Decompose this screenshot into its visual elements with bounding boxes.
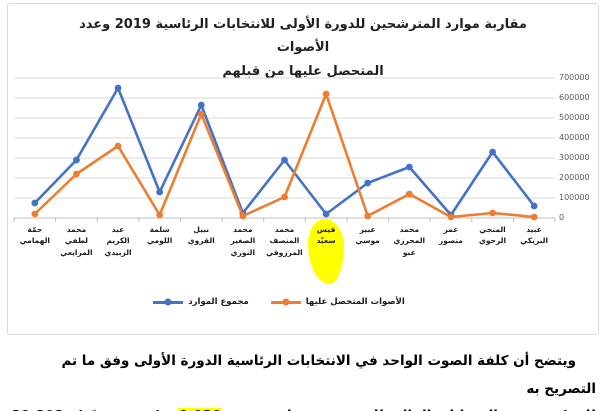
y-axis-label: 0 xyxy=(559,213,565,222)
data-point xyxy=(239,212,247,220)
legend-item-votes: الأصوات المتحصل عليها xyxy=(270,297,405,307)
data-point xyxy=(281,156,288,164)
data-point xyxy=(405,190,413,198)
y-axis-label: 500000 xyxy=(559,113,590,122)
data-point xyxy=(364,179,372,187)
data-point xyxy=(489,148,496,156)
y-axis-label: 100000 xyxy=(559,193,590,202)
y-axis-label: 600000 xyxy=(559,93,590,102)
legend-label-votes: الأصوات المتحصل عليها xyxy=(305,297,405,307)
y-axis: 0 100000 200000 300000 400000 500000 600000 700… xyxy=(8,4,598,334)
data-point xyxy=(31,199,39,207)
x-axis-label: عبيد البريكي xyxy=(520,225,549,246)
y-axis-label: 200000 xyxy=(559,173,590,182)
x-axis-label: عمر منصور xyxy=(438,225,463,246)
x-axis-label: محمد المنصف المرزوقي xyxy=(266,225,303,257)
data-point xyxy=(405,163,413,171)
legend-label-resources: مجموع الموارد xyxy=(188,297,249,307)
data-point xyxy=(156,188,164,196)
data-point xyxy=(73,156,80,164)
x-axis-label: عبير موسي xyxy=(355,225,380,246)
caption: ويتضح أن كلفة الصوت الواحد في الانتخابات… xyxy=(8,348,596,411)
caption-line-2-before: للمحكمة ضمن الحسابات المالية للمترشحين ت… xyxy=(222,408,596,411)
data-point xyxy=(489,209,496,217)
x-axis-label: حمّة الهمامي xyxy=(19,225,51,246)
x-axis-label: عبد الكريم الزبيدي xyxy=(104,225,132,257)
data-point xyxy=(114,142,122,150)
data-point xyxy=(197,110,205,118)
data-point xyxy=(322,90,330,98)
x-axis: حمّة الهمامي محمد لطفي المرايعي عبد الكريم… xyxy=(14,219,555,294)
data-point xyxy=(73,170,80,178)
data-point xyxy=(281,193,288,201)
y-axis-label: 300000 xyxy=(559,153,590,162)
x-axis-label: محمد المحرزي عبو xyxy=(393,225,426,257)
x-axis-label: سلمة اللومي xyxy=(146,225,173,246)
data-point xyxy=(530,202,538,210)
chart-title: مقاربة موارد المترشحين للدورة الأولى للا… xyxy=(58,13,548,83)
highlighted-candidate-label: قيس سعيّد xyxy=(305,219,347,294)
plot-area xyxy=(13,77,556,222)
data-point xyxy=(156,211,164,219)
y-axis-label: 700000 xyxy=(559,73,590,82)
data-point xyxy=(530,213,538,221)
data-point xyxy=(114,84,122,92)
line-marker-icon xyxy=(270,298,301,306)
x-axis-label: نبيل القروي xyxy=(187,225,215,246)
y-axis-label: 400000 xyxy=(559,133,590,142)
caption-line-1: ويتضح أن كلفة الصوت الواحد في الانتخابات… xyxy=(61,353,596,397)
caption-line-2: للمحكمة ضمن الحسابات المالية للمترشحين ت… xyxy=(8,403,596,411)
data-point xyxy=(447,213,455,221)
chart-title-line-1: مقاربة موارد المترشحين للدورة الأولى للا… xyxy=(79,17,527,56)
line-marker-icon xyxy=(153,298,184,306)
data-point xyxy=(322,210,330,218)
x-axis-label: المنجي الرحوي xyxy=(478,225,507,246)
x-axis-label: محمد لطفي المرايعي xyxy=(60,225,93,257)
caption-line-2-after: د (قيس سعيّد) و39,808 د (محسن xyxy=(12,408,596,411)
data-point xyxy=(197,101,205,109)
x-axis-label: محمد الصغير النوري xyxy=(230,225,256,257)
legend-item-resources: مجموع الموارد xyxy=(153,297,249,307)
chart-legend: مجموع الموارد الأصوات المتحصل عليها xyxy=(8,297,550,307)
data-point xyxy=(31,210,39,218)
data-point xyxy=(364,212,372,220)
highlight-cost-value: 0,030 xyxy=(177,408,223,411)
chart-title-line-2: المتحصل عليها من قبلهم xyxy=(222,63,384,79)
chart-container: مقاربة موارد المترشحين للدورة الأولى للا… xyxy=(7,3,599,335)
